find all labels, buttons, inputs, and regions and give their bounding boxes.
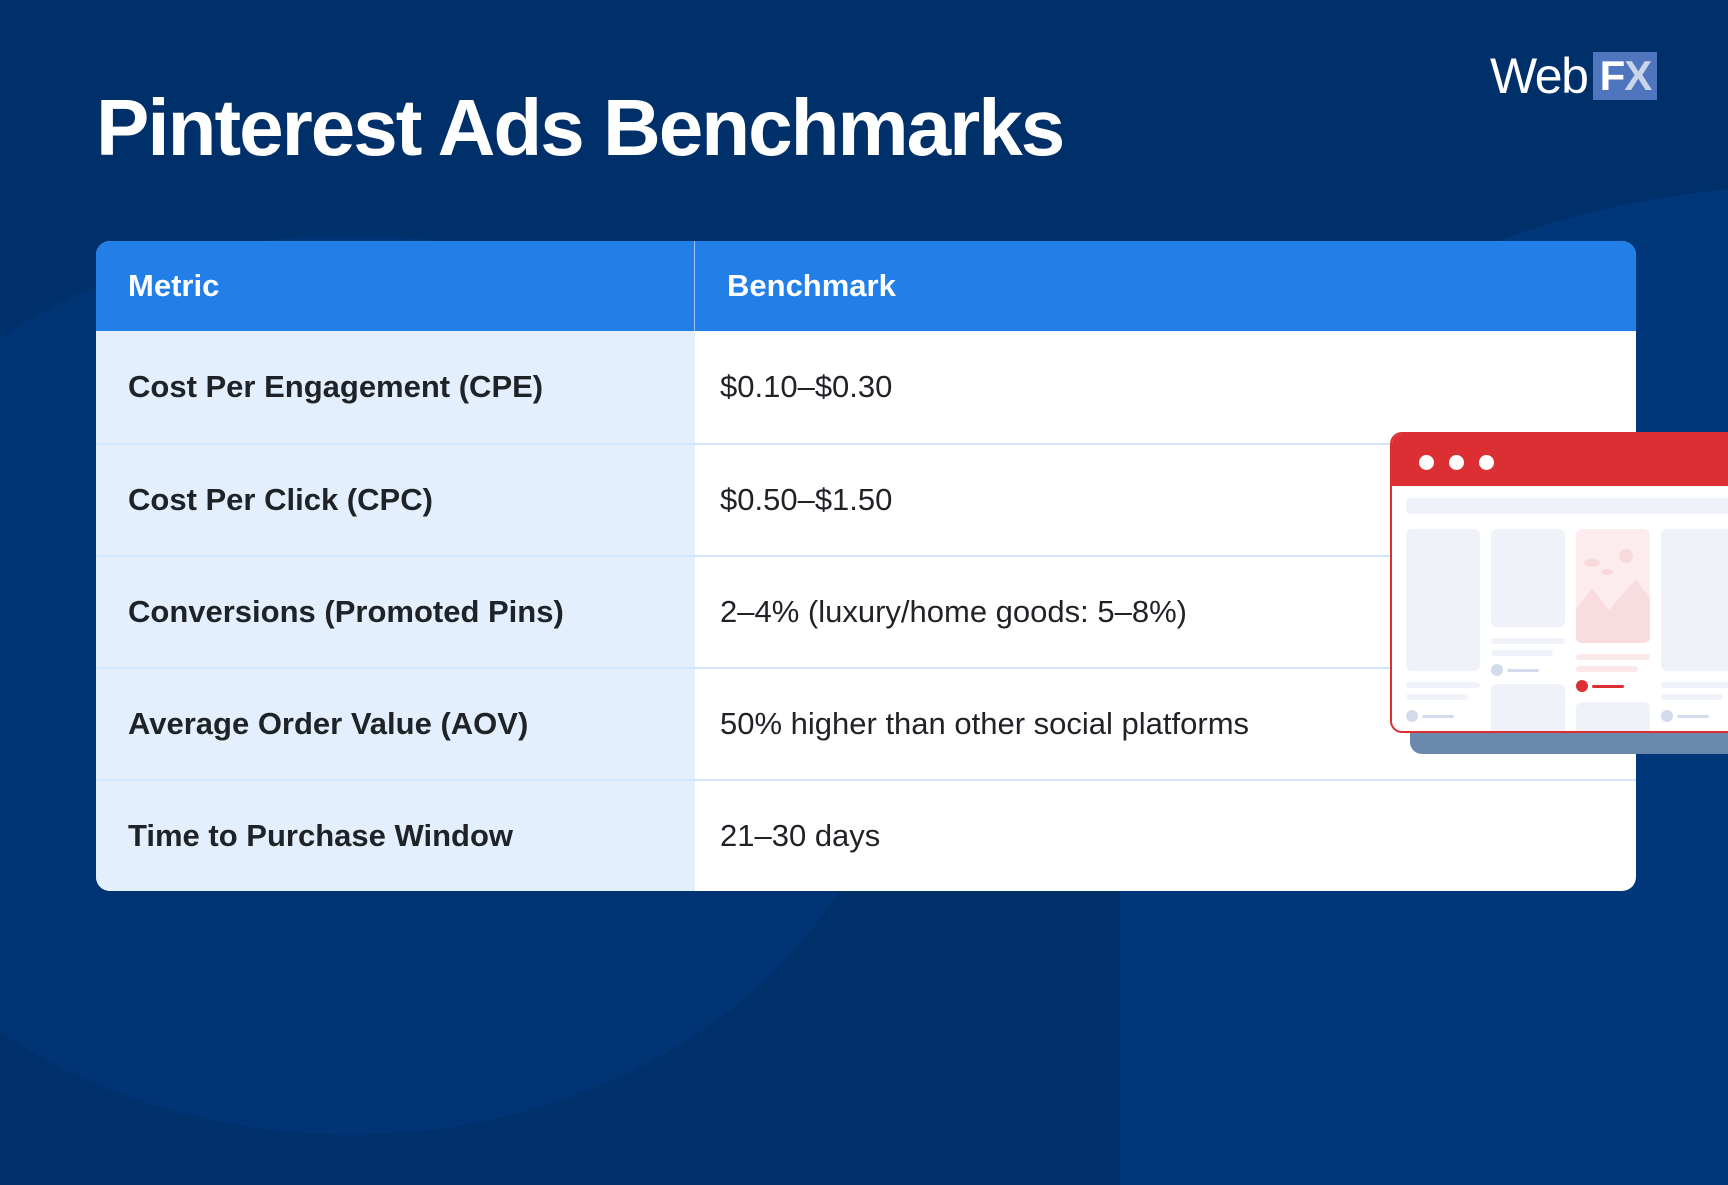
text-placeholder bbox=[1661, 682, 1728, 688]
table-row: Time to Purchase Window 21–30 days bbox=[96, 779, 1636, 891]
logo-f: F bbox=[1599, 52, 1626, 99]
page-title: Pinterest Ads Benchmarks bbox=[96, 83, 1065, 172]
mountain-image-icon bbox=[1576, 549, 1650, 643]
header-benchmark: Benchmark bbox=[727, 268, 896, 303]
metric-cell: Conversions (Promoted Pins) bbox=[96, 557, 695, 667]
table-body: Cost Per Engagement (CPE) $0.10–$0.30 Co… bbox=[96, 331, 1636, 891]
avatar-placeholder-icon bbox=[1491, 664, 1503, 676]
window-dot-icon bbox=[1419, 455, 1434, 470]
pin-card-placeholder bbox=[1491, 684, 1565, 731]
avatar-placeholder-icon bbox=[1661, 710, 1673, 722]
text-placeholder bbox=[1576, 666, 1638, 672]
metric-cell: Cost Per Engagement (CPE) bbox=[96, 331, 695, 443]
pin-image-highlight bbox=[1576, 529, 1650, 643]
text-placeholder bbox=[1576, 654, 1650, 660]
text-placeholder bbox=[1661, 694, 1723, 700]
pinterest-browser-illustration bbox=[1390, 432, 1728, 733]
text-highlight bbox=[1592, 685, 1624, 688]
avatar-placeholder-icon bbox=[1406, 710, 1418, 722]
text-placeholder bbox=[1677, 715, 1709, 718]
benchmark-cell: $0.10–$0.30 bbox=[720, 369, 893, 404]
text-placeholder bbox=[1422, 715, 1454, 718]
table-header: Metric Benchmark bbox=[96, 241, 1636, 331]
pin-card-placeholder bbox=[1576, 702, 1650, 731]
pin-card-placeholder bbox=[1661, 529, 1728, 671]
logo-x: X bbox=[1624, 52, 1652, 99]
logo-web-text: Web bbox=[1490, 48, 1589, 104]
browser-title-bar bbox=[1392, 434, 1728, 486]
text-placeholder bbox=[1491, 638, 1565, 644]
benchmark-cell: $0.50–$1.50 bbox=[720, 482, 893, 517]
window-dot-icon bbox=[1479, 455, 1494, 470]
avatar-highlight-icon bbox=[1576, 680, 1588, 692]
pin-card-placeholder bbox=[1406, 529, 1480, 671]
metric-cell: Cost Per Click (CPC) bbox=[96, 445, 695, 555]
table-row: Cost Per Engagement (CPE) $0.10–$0.30 bbox=[96, 331, 1636, 443]
metric-cell: Time to Purchase Window bbox=[96, 781, 695, 891]
text-placeholder bbox=[1406, 694, 1468, 700]
benchmark-cell: 21–30 days bbox=[720, 818, 881, 853]
text-placeholder bbox=[1507, 669, 1539, 672]
table-row: Average Order Value (AOV) 50% higher tha… bbox=[96, 667, 1636, 779]
pin-card-placeholder bbox=[1491, 529, 1565, 627]
table-row: Cost Per Click (CPC) $0.50–$1.50 bbox=[96, 443, 1636, 555]
text-placeholder bbox=[1491, 650, 1553, 656]
benchmark-cell: 50% higher than other social platforms bbox=[720, 706, 1250, 741]
benchmark-cell: 2–4% (luxury/home goods: 5–8%) bbox=[720, 594, 1187, 629]
window-dot-icon bbox=[1449, 455, 1464, 470]
table-row: Conversions (Promoted Pins) 2–4% (luxury… bbox=[96, 555, 1636, 667]
benchmarks-table: Metric Benchmark Cost Per Engagement (CP… bbox=[96, 241, 1636, 891]
search-bar-placeholder bbox=[1406, 498, 1728, 514]
header-metric: Metric bbox=[96, 241, 695, 331]
metric-cell: Average Order Value (AOV) bbox=[96, 669, 695, 779]
text-placeholder bbox=[1406, 682, 1480, 688]
